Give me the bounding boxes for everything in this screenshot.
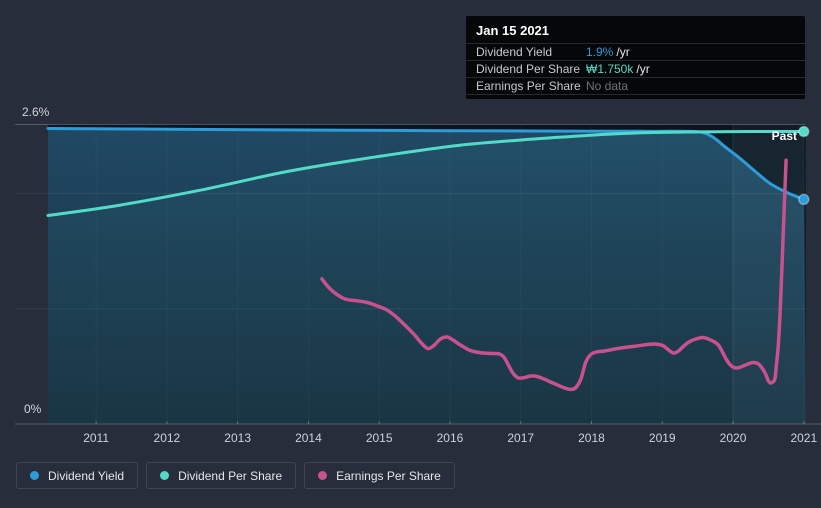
earnings-per-share-dot-icon [318,471,328,480]
legend-item-dividend-yield[interactable]: Dividend Yield [16,462,139,489]
legend-item-dividend-per-share[interactable]: Dividend Per Share [146,462,297,489]
x-tick-label: 2011 [83,431,110,445]
x-tick-label: 2019 [648,431,676,445]
earnings-per-share-line [320,158,788,392]
dividend-per-share-area [48,131,806,424]
x-tick-label: 2015 [365,431,393,445]
recent-period-highlight-band [733,124,806,425]
tooltip-value: No data [586,79,629,93]
tooltip-label: Dividend Per Share [476,62,581,76]
tooltip-row-dividend-yield: Dividend Yield 1.9% /yr [466,43,805,60]
legend-label: Dividend Per Share [178,468,283,483]
tooltip-label: Earnings Per Share [476,79,581,93]
tooltip-value: 1.9% [586,45,614,59]
legend-label: Earnings Per Share [336,468,441,483]
tooltip-value-suffix: /yr [636,62,650,76]
tooltip-value: ₩1.750k [586,62,634,76]
x-tick-label: 2014 [295,431,322,445]
dividend-per-share-end-dot [798,125,810,138]
y-axis-label-max: 2.6% [22,105,50,119]
dividend-yield-dot-icon [30,471,39,480]
x-tick-label: 2013 [224,431,252,445]
x-tick-label: 2012 [153,431,181,445]
chart-tooltip: Jan 15 2021 Dividend Yield 1.9% /yr Divi… [466,16,805,99]
x-tick-label: 2017 [507,431,535,445]
x-tick-label: 2021 [790,431,818,445]
tooltip-date: Jan 15 2021 [476,23,550,38]
tooltip-row-dividend-per-share: Dividend Per Share ₩1.750k /yr [466,60,805,77]
y-axis-label-zero: 0% [24,402,42,416]
tooltip-value-suffix: /yr [616,45,630,59]
legend-item-earnings-per-share[interactable]: Earnings Per Share [304,462,455,489]
x-tick-label: 2020 [719,431,747,445]
x-tick-label: 2016 [436,431,464,445]
dividend-per-share-line [46,130,806,217]
tooltip-label: Dividend Yield [476,45,553,59]
x-tick-label: 2018 [578,431,605,445]
past-annotation-label: Past [771,129,797,143]
dividend-per-share-dot-icon [160,471,170,480]
tooltip-row-earnings-per-share: Earnings Per Share No data [466,77,805,95]
chart-legend: Dividend Yield Dividend Per Share Earnin… [16,462,455,489]
legend-label: Dividend Yield [48,468,125,483]
dividend-yield-end-dot [798,193,810,206]
